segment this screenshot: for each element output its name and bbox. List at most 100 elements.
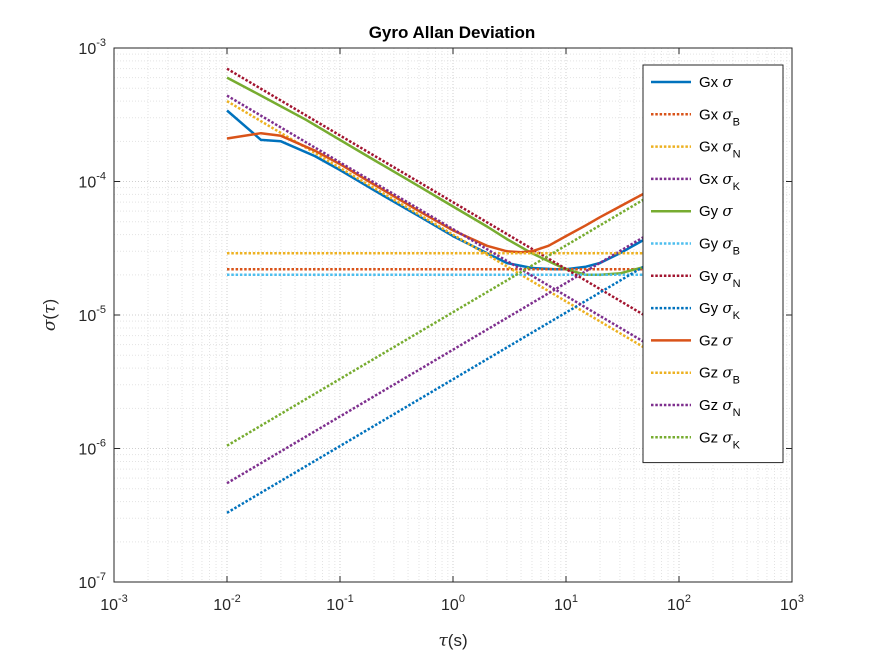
legend-entry-name: Gz bbox=[699, 429, 722, 446]
x-tick-label: 103 bbox=[780, 593, 804, 614]
legend-entry-label: Gx σB bbox=[699, 105, 740, 128]
legend-entry-symbol: σ bbox=[722, 235, 733, 253]
legend-entry-label: Gy σN bbox=[699, 267, 741, 290]
legend-entry-symbol: σ bbox=[722, 202, 733, 220]
legend-entry-symbol: σ bbox=[722, 364, 733, 382]
x-tick-base: 10 bbox=[213, 597, 231, 614]
legend-entry-subscript: N bbox=[733, 407, 741, 419]
y-axis-label: σ(τ) bbox=[40, 299, 60, 331]
legend-entry-label: Gz σN bbox=[699, 396, 741, 419]
y-tick-exponent: -5 bbox=[96, 304, 106, 316]
legend-box bbox=[642, 64, 784, 464]
legend-entry-subscript: B bbox=[733, 246, 740, 258]
legend-entry-symbol: σ bbox=[722, 105, 733, 123]
series-line-gy-sigma-k bbox=[226, 244, 680, 514]
x-tick-exponent: 0 bbox=[459, 593, 465, 605]
x-tick-base: 10 bbox=[100, 597, 118, 614]
legend-entry-name: Gx bbox=[699, 106, 722, 123]
legend-entry-name: Gx bbox=[699, 171, 722, 188]
legend-entry-name: Gz bbox=[699, 332, 722, 349]
axis-ticks: 10-3 10-2 10-1 100 101 102 10310-710-610-510-4… bbox=[78, 37, 804, 614]
x-tick-base: 10 bbox=[780, 597, 798, 614]
y-tick-base: 10 bbox=[78, 575, 96, 592]
x-tick-exponent: -3 bbox=[118, 593, 128, 605]
y-tick-exponent: -3 bbox=[96, 37, 106, 49]
x-tick-label: 10-2 bbox=[213, 593, 241, 614]
y-tick-label: 10-5 bbox=[78, 304, 106, 325]
y-axis-label-arg: τ bbox=[40, 304, 60, 314]
legend-entry-name: Gz bbox=[699, 365, 722, 382]
legend-entry-name: Gy bbox=[699, 300, 722, 317]
series-line-gy-sigma-n bbox=[226, 67, 680, 337]
legend-entry-label: Gy σ bbox=[699, 202, 733, 220]
legend-entry-symbol: σ bbox=[722, 396, 733, 414]
legend-entry-name: Gy bbox=[699, 268, 722, 285]
series-group bbox=[226, 67, 680, 514]
y-axis-label-close: ) bbox=[40, 299, 59, 305]
y-tick-base: 10 bbox=[78, 175, 96, 192]
x-axis-label-symbol: τ bbox=[438, 631, 448, 651]
series-line-gz-sigma-k bbox=[226, 177, 680, 447]
legend-entry-label: Gx σ bbox=[699, 73, 733, 91]
legend-entry-symbol: σ bbox=[722, 428, 733, 446]
y-axis-label-open: ( bbox=[40, 314, 59, 320]
legend-entry-name: Gx bbox=[699, 74, 722, 91]
y-tick-base: 10 bbox=[78, 442, 96, 459]
legend-entry-label: Gy σK bbox=[699, 299, 741, 322]
x-axis-label: τ(s) bbox=[438, 631, 467, 651]
legend-entry-symbol: σ bbox=[722, 267, 733, 285]
legend-entry-symbol: σ bbox=[722, 299, 733, 317]
series-line-gz-sigma bbox=[226, 131, 680, 254]
y-tick-exponent: -7 bbox=[96, 571, 106, 583]
y-tick-label: 10-4 bbox=[78, 171, 106, 192]
y-tick-label: 10-3 bbox=[78, 37, 106, 58]
x-tick-label: 10-1 bbox=[326, 593, 354, 614]
y-tick-base: 10 bbox=[78, 41, 96, 58]
y-tick-base: 10 bbox=[78, 308, 96, 325]
legend-entry-subscript: K bbox=[733, 181, 741, 193]
legend-entry-label: Gy σB bbox=[699, 235, 740, 258]
legend-entry-subscript: K bbox=[733, 310, 741, 322]
legend-entry-symbol: σ bbox=[722, 331, 733, 349]
legend-entry-symbol: σ bbox=[722, 138, 733, 156]
legend-entry-name: Gx bbox=[699, 139, 722, 156]
x-tick-label: 100 bbox=[441, 593, 465, 614]
legend-entry-subscript: B bbox=[733, 375, 740, 387]
x-tick-base: 10 bbox=[441, 597, 459, 614]
legend-entry-name: Gz bbox=[699, 397, 722, 414]
legend-entry-subscript: K bbox=[733, 439, 741, 451]
x-tick-label: 10-3 bbox=[100, 593, 128, 614]
x-axis-label-unit: (s) bbox=[448, 631, 468, 650]
legend-entry-subscript: B bbox=[733, 116, 740, 128]
y-tick-exponent: -6 bbox=[96, 438, 106, 450]
x-tick-label: 101 bbox=[554, 593, 578, 614]
y-axis-label-symbol: σ bbox=[40, 319, 60, 331]
series-line-gx-sigma bbox=[226, 109, 680, 271]
legend-entry-label: Gz σ bbox=[699, 331, 733, 349]
x-tick-exponent: 1 bbox=[572, 593, 578, 605]
x-tick-base: 10 bbox=[667, 597, 685, 614]
legend-entry-subscript: N bbox=[733, 278, 741, 290]
legend-entry-label: Gz σB bbox=[699, 364, 740, 387]
legend-entry-subscript: N bbox=[733, 149, 741, 161]
x-tick-exponent: 3 bbox=[798, 593, 804, 605]
legend-entry-label: Gx σK bbox=[699, 170, 741, 193]
y-tick-exponent: -4 bbox=[96, 171, 106, 183]
y-tick-label: 10-7 bbox=[78, 571, 106, 592]
series-line-gx-sigma-k bbox=[226, 215, 680, 485]
x-tick-exponent: 2 bbox=[685, 593, 691, 605]
legend-entry-symbol: σ bbox=[722, 170, 733, 188]
x-tick-exponent: -2 bbox=[231, 593, 241, 605]
legend-entry-name: Gy bbox=[699, 236, 722, 253]
x-tick-exponent: -1 bbox=[344, 593, 354, 605]
legend-entry-symbol: σ bbox=[722, 73, 733, 91]
x-tick-base: 10 bbox=[326, 597, 344, 614]
x-tick-base: 10 bbox=[554, 597, 572, 614]
y-tick-label: 10-6 bbox=[78, 438, 106, 459]
legend-entry-label: Gz σK bbox=[699, 428, 741, 451]
legend-entry-name: Gy bbox=[699, 203, 722, 220]
legend-entry-label: Gx σN bbox=[699, 138, 741, 161]
x-tick-label: 102 bbox=[667, 593, 691, 614]
